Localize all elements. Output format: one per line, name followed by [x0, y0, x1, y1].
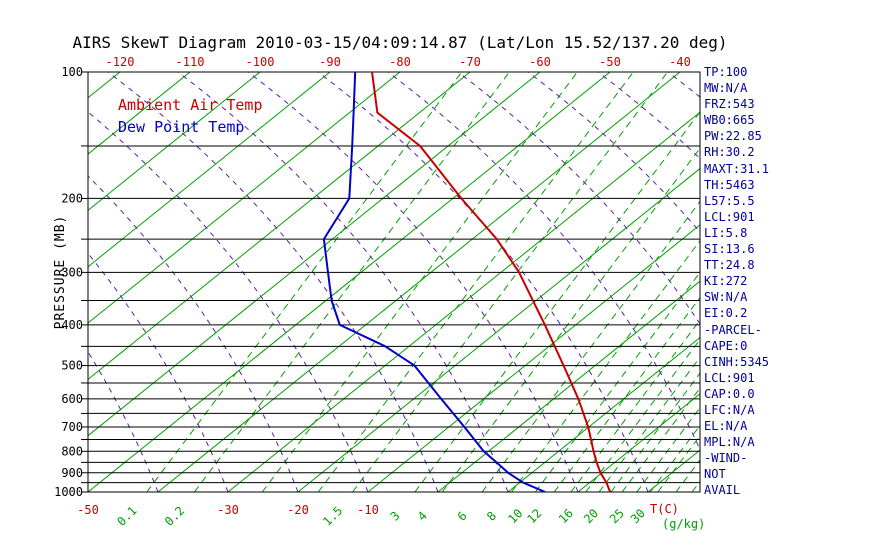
svg-text:30: 30 [628, 506, 648, 526]
stat-line: LCL:901 [704, 370, 755, 385]
stat-line: CAPE:0 [704, 338, 748, 353]
stats-panel: TP:100 MW:N/A FRZ:543 WB0:665 PW:22.85 RH:30.… [704, 64, 769, 499]
stat-line: AVAIL [704, 483, 741, 498]
svg-text:3: 3 [388, 509, 403, 524]
stat-line: TP:100 [704, 65, 748, 79]
dry-adiabat-lines [88, 72, 700, 492]
stat-line: MAXT:31.1 [704, 161, 770, 176]
svg-text:900: 900 [61, 466, 83, 480]
svg-text:-120: -120 [106, 55, 135, 69]
stat-line: TT:24.8 [704, 258, 755, 273]
svg-text:PRESSURE (MB): PRESSURE (MB) [53, 215, 68, 330]
stat-line: FRZ:543 [704, 97, 755, 112]
svg-text:700: 700 [61, 420, 83, 434]
svg-text:-50: -50 [599, 55, 621, 69]
stat-line: NOT [704, 467, 726, 482]
svg-text:800: 800 [61, 444, 83, 458]
stat-line: WB0:665 [704, 113, 755, 128]
stat-line: RH:30.2 [704, 145, 755, 160]
svg-text:(g/kg): (g/kg) [662, 517, 705, 531]
svg-text:400: 400 [61, 318, 83, 332]
svg-text:10: 10 [505, 506, 525, 526]
pressure-axis-ticks [81, 71, 88, 493]
stat-line: L57:5.5 [704, 193, 755, 208]
svg-text:0.1: 0.1 [114, 504, 139, 529]
svg-text:-110: -110 [176, 55, 205, 69]
svg-text:-100: -100 [246, 55, 275, 69]
isotherm-lines [88, 72, 700, 492]
plot-border [87, 71, 701, 493]
svg-text:12: 12 [524, 506, 544, 526]
svg-text:16: 16 [556, 506, 576, 526]
stat-line: EI:0.2 [704, 306, 748, 321]
stat-line: PW:22.85 [704, 129, 762, 144]
svg-text:-20: -20 [287, 503, 309, 517]
axis-labels: -120 -110 -100 -90 -80 -70 -60 -50 -40 -50 -30 -20 -… [53, 55, 705, 531]
svg-text:20: 20 [581, 506, 601, 526]
svg-text:4: 4 [415, 509, 430, 524]
svg-text:1.5: 1.5 [320, 504, 345, 529]
svg-text:-60: -60 [529, 55, 551, 69]
stat-line: LFC:N/A [704, 402, 755, 417]
legend-ambient-temp: Ambient Air Temp [118, 96, 263, 114]
stat-line: LI:5.8 [704, 225, 748, 240]
svg-text:-50: -50 [77, 503, 99, 517]
svg-text:0.2: 0.2 [162, 504, 187, 529]
svg-text:-30: -30 [217, 503, 239, 517]
stat-line: TH:5463 [704, 177, 755, 192]
stat-line: -PARCEL- [704, 322, 762, 337]
svg-text:T(C): T(C) [650, 502, 679, 516]
stat-line: SI:13.6 [704, 242, 755, 257]
stat-line: -WIND- [704, 451, 748, 466]
stat-line: CAP:0.0 [704, 386, 755, 401]
stat-line: KI:272 [704, 274, 748, 289]
svg-text:200: 200 [61, 191, 83, 205]
sounding-curves [322, 72, 612, 492]
svg-text:600: 600 [61, 392, 83, 406]
svg-text:1000: 1000 [54, 485, 83, 499]
svg-text:-40: -40 [669, 55, 691, 69]
stat-line: CINH:5345 [704, 354, 770, 369]
svg-text:-90: -90 [319, 55, 341, 69]
svg-text:-10: -10 [357, 503, 379, 517]
svg-text:500: 500 [61, 359, 83, 373]
stat-line: MPL:N/A [704, 435, 755, 450]
stat-line: LCL:901 [704, 209, 755, 224]
stat-line: MW:N/A [704, 81, 748, 96]
mixing-ratio-lines [146, 72, 700, 492]
svg-text:-70: -70 [459, 55, 481, 69]
svg-text:300: 300 [61, 265, 83, 279]
svg-text:-80: -80 [389, 55, 411, 69]
svg-text:100: 100 [61, 65, 83, 79]
legend-dew-point: Dew Point Temp [118, 118, 245, 136]
chart-title: AIRS SkewT Diagram 2010-03-15/04:09:14.8… [72, 33, 728, 52]
svg-text:8: 8 [484, 509, 499, 524]
svg-text:25: 25 [607, 506, 627, 526]
stat-line: EL:N/A [704, 419, 748, 434]
svg-text:6: 6 [455, 509, 470, 524]
stat-line: SW:N/A [704, 290, 748, 305]
